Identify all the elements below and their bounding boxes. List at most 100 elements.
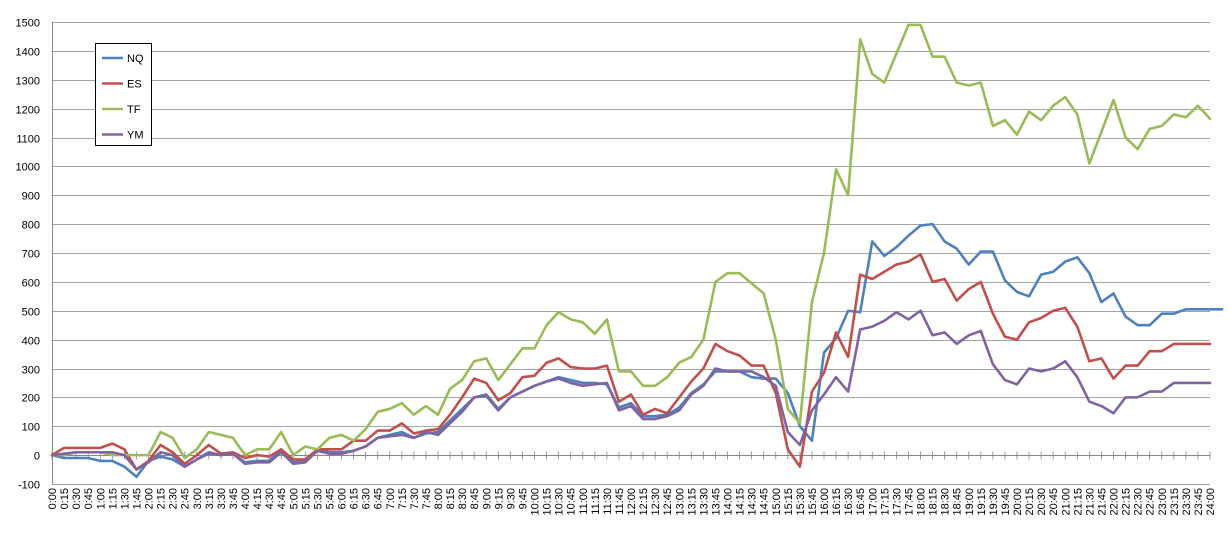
x-tick-label: 5:00 bbox=[288, 488, 300, 509]
x-tick-label: 12:00 bbox=[626, 488, 638, 516]
x-tick-label: 4:45 bbox=[276, 488, 288, 509]
x-tick-label: 18:30 bbox=[940, 488, 952, 516]
legend-label-es: ES bbox=[127, 79, 142, 91]
x-tick-label: 2:00 bbox=[144, 488, 156, 509]
x-tick-label: 6:30 bbox=[361, 488, 373, 509]
y-tick-label: 1100 bbox=[16, 134, 40, 146]
x-tick-label: 14:00 bbox=[723, 488, 735, 516]
y-tick-label: 1000 bbox=[16, 162, 40, 174]
x-tick-label: 12:30 bbox=[650, 488, 662, 516]
y-tick-label: 300 bbox=[22, 365, 40, 377]
x-tick-label: 23:45 bbox=[1193, 488, 1205, 516]
x-tick-label: 15:30 bbox=[795, 488, 807, 516]
series-line-ym bbox=[50, 309, 1212, 471]
x-tick-label: 1:00 bbox=[95, 488, 107, 509]
x-tick-label: 6:15 bbox=[349, 488, 361, 509]
x-tick-label: 20:15 bbox=[1024, 488, 1036, 516]
x-tick-label: 7:00 bbox=[385, 488, 397, 509]
y-tick-label: 800 bbox=[22, 220, 40, 232]
x-tick-label: 15:00 bbox=[771, 488, 783, 516]
x-tick-label: 0:45 bbox=[83, 488, 95, 509]
legend-label-tf: TF bbox=[127, 104, 141, 116]
x-tick-label: 13:30 bbox=[698, 488, 710, 516]
y-tick-label: 700 bbox=[22, 249, 40, 261]
x-tick-label: 14:45 bbox=[759, 488, 771, 516]
x-tick-label: 10:30 bbox=[554, 488, 566, 516]
x-tick-label: 9:15 bbox=[493, 488, 505, 509]
x-tick-label: 23:30 bbox=[1181, 488, 1193, 516]
x-tick-label: 18:45 bbox=[952, 488, 964, 516]
x-tick-label: 5:30 bbox=[312, 488, 324, 509]
x-tick-label: 23:00 bbox=[1157, 488, 1169, 516]
x-tick-label: 9:00 bbox=[481, 488, 493, 509]
x-tick-label: 10:45 bbox=[566, 488, 578, 516]
legend-label-nq: NQ bbox=[127, 53, 144, 65]
x-tick-label: 11:30 bbox=[602, 488, 614, 515]
x-tick-label: 9:30 bbox=[505, 488, 517, 509]
x-tick-label: 22:00 bbox=[1109, 488, 1121, 516]
y-tick-label: 400 bbox=[22, 336, 40, 348]
x-tick-label: 8:00 bbox=[433, 488, 445, 509]
x-tick-label: 8:45 bbox=[469, 488, 481, 509]
x-tick-label: 19:30 bbox=[988, 488, 1000, 516]
legend-box bbox=[95, 43, 152, 146]
x-tick-label: 4:00 bbox=[240, 488, 252, 509]
y-tick-label: 100 bbox=[22, 422, 40, 434]
x-tick-label: 5:45 bbox=[324, 488, 336, 509]
x-tick-label: 18:00 bbox=[916, 488, 928, 516]
y-tick-label: 900 bbox=[22, 191, 40, 203]
y-tick-label: 1400 bbox=[16, 47, 40, 59]
x-tick-label: 8:15 bbox=[445, 488, 457, 509]
x-tick-label: 13:15 bbox=[686, 488, 698, 516]
x-tick-label: 3:15 bbox=[204, 488, 216, 509]
x-tick-label: 22:30 bbox=[1133, 488, 1145, 516]
y-tick-label: 600 bbox=[22, 278, 40, 290]
y-tick-label: 500 bbox=[22, 307, 40, 319]
x-tick-label: 15:15 bbox=[783, 488, 795, 516]
x-tick-label: 16:45 bbox=[855, 488, 867, 516]
x-tick-label: 6:00 bbox=[337, 488, 349, 509]
x-tick-label: 0:15 bbox=[59, 488, 71, 509]
x-tick-label: 13:45 bbox=[710, 488, 722, 516]
y-tick-label: 1500 bbox=[16, 18, 40, 30]
x-tick-label: 17:45 bbox=[903, 488, 915, 516]
series-line-es bbox=[50, 253, 1212, 471]
x-tick-label: 12:45 bbox=[662, 488, 674, 516]
x-tick-label: 14:15 bbox=[735, 488, 747, 516]
axes: -100 0 100 200 300 400 500 600 700 800 900 1000 1100… bbox=[16, 18, 1217, 516]
x-tick-label: 19:00 bbox=[964, 488, 976, 516]
x-tick-label: 17:15 bbox=[879, 488, 891, 516]
x-tick-label: 18:15 bbox=[928, 488, 940, 516]
y-tick-label: 1300 bbox=[16, 76, 40, 88]
series-lines bbox=[50, 23, 1224, 479]
x-tick-label: 8:30 bbox=[457, 488, 469, 509]
x-tick-label: 16:15 bbox=[831, 488, 843, 516]
x-tick-label: 3:45 bbox=[228, 488, 240, 509]
legend-label-ym: YM bbox=[127, 130, 144, 142]
x-tick-label: 2:15 bbox=[156, 488, 168, 509]
y-tick-label: 0 bbox=[34, 451, 40, 463]
x-tick-label: 12:15 bbox=[638, 488, 650, 516]
x-tick-label: 21:00 bbox=[1060, 488, 1072, 516]
x-tick-label: 9:45 bbox=[517, 488, 529, 509]
x-tick-label: 7:15 bbox=[397, 488, 409, 509]
x-tick-label: 4:30 bbox=[264, 488, 276, 509]
x-tick-label: 22:45 bbox=[1145, 488, 1157, 516]
x-tick-label: 21:15 bbox=[1072, 488, 1084, 516]
x-tick-label: 17:00 bbox=[867, 488, 879, 516]
y-tick-label: 1200 bbox=[16, 105, 40, 117]
x-tick-label: 1:30 bbox=[119, 488, 131, 509]
x-tick-label: 11:00 bbox=[578, 488, 590, 515]
x-tick-label: 1:45 bbox=[131, 488, 143, 509]
x-tick-label: 14:30 bbox=[747, 488, 759, 516]
y-tick-label: -100 bbox=[18, 480, 40, 492]
legend: NQ ES TF YM bbox=[95, 43, 152, 146]
gridlines bbox=[52, 22, 1210, 485]
x-tick-label: 20:45 bbox=[1048, 488, 1060, 516]
x-tick-label: 15:45 bbox=[807, 488, 819, 516]
x-tick-label: 24:00 bbox=[1205, 488, 1217, 516]
series-line-nq bbox=[50, 222, 1224, 479]
x-tick-label: 1:15 bbox=[107, 488, 119, 509]
series-line-tf bbox=[50, 23, 1212, 460]
